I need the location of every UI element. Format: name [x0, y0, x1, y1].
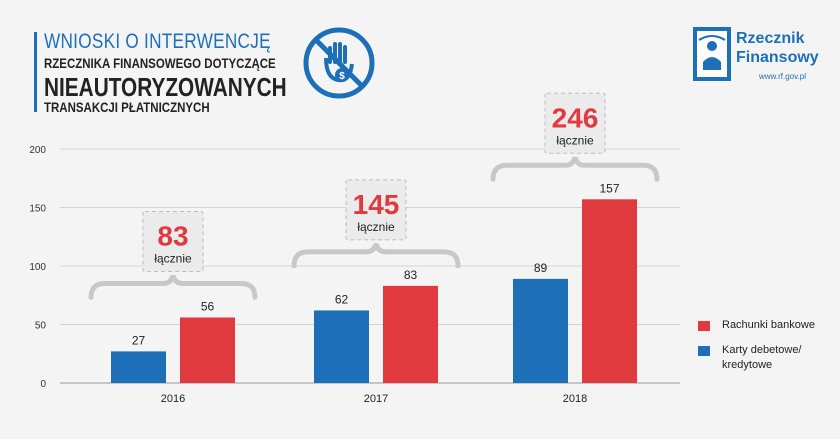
- total-box: [142, 210, 204, 272]
- legend-label-rachunki: Rachunki bankowe: [722, 319, 815, 331]
- legend-label-karty-1: Karty debetowe/: [722, 344, 802, 356]
- data-label: 83: [404, 268, 418, 282]
- total-value: 246: [552, 102, 599, 133]
- x-tick-label: 2018: [563, 393, 587, 405]
- bar-karty: [513, 278, 568, 383]
- legend-swatch-blue: [698, 346, 710, 356]
- y-tick-label: 50: [35, 321, 47, 332]
- logo-name-line-2: Finansowy: [736, 49, 819, 66]
- total-value: 83: [157, 220, 188, 251]
- title-accent-bar: [34, 32, 37, 112]
- total-bracket: [490, 156, 660, 182]
- total-value: 145: [353, 189, 400, 220]
- bar-rachunki: [383, 285, 438, 383]
- svg-text:$: $: [339, 71, 345, 82]
- total-label: łącznie: [357, 220, 395, 234]
- title-line-1: WNIOSKI O INTERWENCJĘ: [44, 30, 271, 53]
- x-tick-label: 2016: [161, 393, 185, 405]
- y-tick-label: 200: [29, 145, 46, 156]
- y-tick-label: 150: [29, 204, 46, 215]
- total-bracket: [291, 243, 461, 269]
- bar-karty: [314, 310, 369, 383]
- data-label: 62: [335, 292, 349, 306]
- rzecznik-logo-icon: [693, 27, 731, 81]
- total-label: łącznie: [154, 251, 192, 265]
- data-label: 157: [599, 181, 619, 195]
- title-line-2: RZECZNIKA FINANSOWEGO DOTYCZĄCE: [44, 55, 276, 71]
- data-label: 56: [201, 299, 215, 313]
- x-tick-label: 2017: [364, 393, 388, 405]
- y-tick-label: 0: [40, 379, 46, 390]
- title-line-3: NIEAUTORYZOWANYCH: [44, 72, 287, 102]
- bar-karty: [111, 351, 166, 383]
- logo-url: www.rf.gov.pl: [759, 72, 806, 81]
- y-tick-label: 100: [29, 262, 46, 273]
- total-bracket: [88, 274, 258, 300]
- data-label: 89: [534, 261, 548, 275]
- total-box: [345, 179, 407, 241]
- no-card-hand-icon: $: [303, 27, 375, 99]
- title-line-4: TRANSAKCJI PŁATNICZNYCH: [44, 99, 210, 115]
- logo-name-line-1: Rzecznik: [736, 30, 805, 47]
- bar-rachunki: [582, 199, 637, 383]
- total-box: [544, 92, 606, 154]
- data-label: 27: [132, 333, 146, 347]
- total-label: łącznie: [556, 133, 594, 147]
- bar-rachunki: [180, 317, 235, 383]
- legend-label-karty-2: kredytowe: [722, 359, 773, 371]
- legend-swatch-red: [698, 321, 710, 331]
